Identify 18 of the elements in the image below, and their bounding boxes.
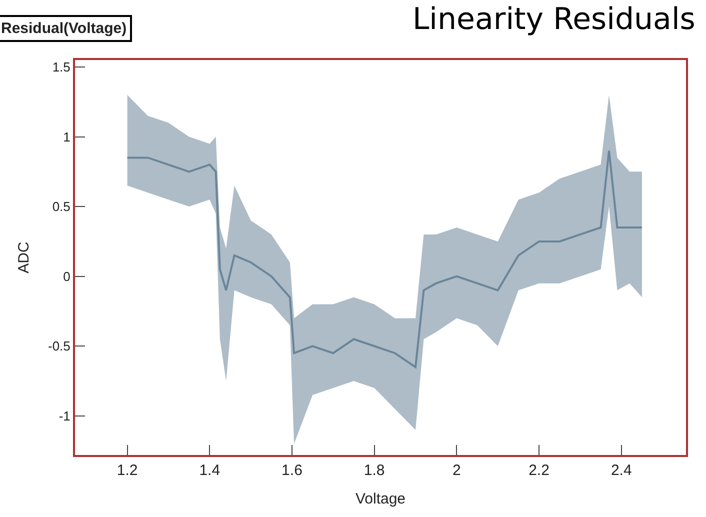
x-tick-label: 2.4 <box>610 462 632 479</box>
x-axis-title: Voltage <box>355 490 406 508</box>
x-tick-label: 2 <box>452 462 461 479</box>
x-tick-label: 2.2 <box>528 462 550 479</box>
y-tick-label: 1.5 <box>52 60 70 75</box>
y-tick-label: -0.5 <box>48 338 70 354</box>
y-axis-title: ADC <box>16 242 33 274</box>
chart-subtitle: Residual(Voltage) <box>1 20 127 37</box>
x-tick-label: 1.2 <box>116 462 138 479</box>
x-tick-label: 1.8 <box>364 462 385 479</box>
x-tick-label: 1.4 <box>199 462 220 479</box>
chart-title: Linearity Residuals <box>412 2 696 37</box>
y-tick-label: -1 <box>58 408 70 424</box>
y-tick-label: 0 <box>63 268 70 284</box>
line-series <box>126 150 643 368</box>
x-tick-label: 1.6 <box>282 462 302 479</box>
y-tick-label: 0.5 <box>52 199 70 214</box>
y-tick-label: 1 <box>63 129 70 144</box>
